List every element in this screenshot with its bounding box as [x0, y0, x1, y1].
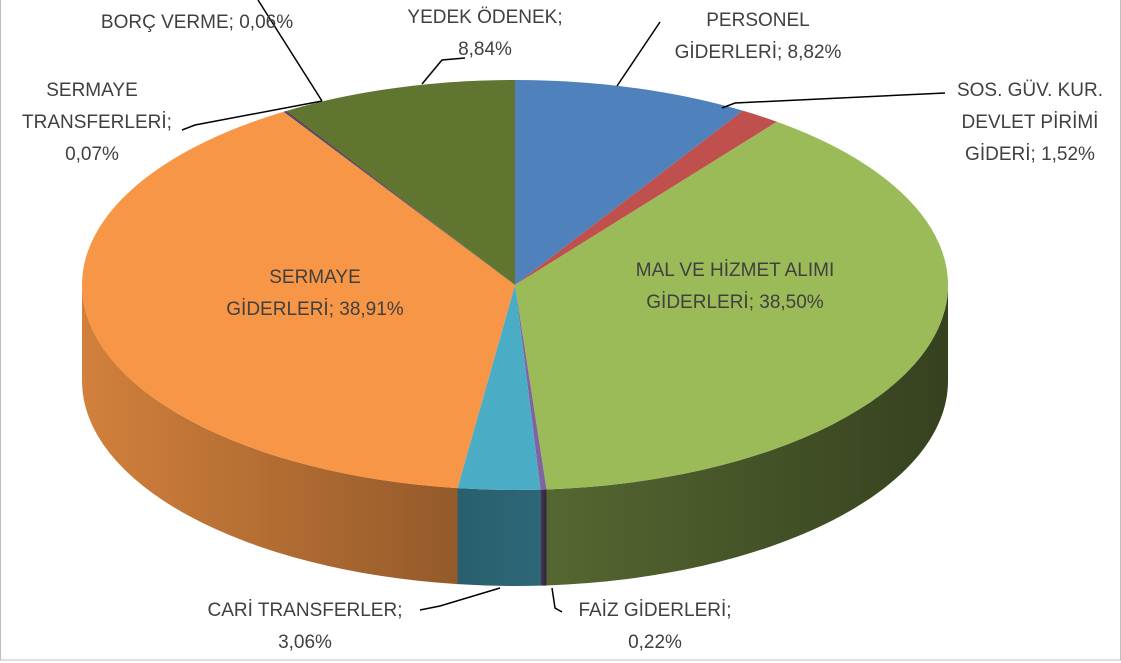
slice [515, 110, 777, 286]
slice [81, 111, 515, 489]
label-value: 0,06% [239, 12, 294, 33]
leader-line [551, 587, 563, 613]
label-category: PERSONEL GİDERLERİ [674, 10, 810, 63]
slice [515, 80, 743, 285]
label-separator: ; [726, 600, 732, 621]
leader-line [181, 100, 323, 131]
label-value: 8,84% [458, 39, 512, 60]
label-value: 1,52% [1041, 144, 1095, 165]
label-category: YEDEK ÖDENEK [407, 7, 558, 28]
data-label: SERMAYE GİDERLERİ; 38,91% [223, 262, 408, 326]
label-separator: ; [397, 600, 403, 621]
label-separator: ; [557, 7, 563, 28]
data-label: BORÇ VERME; 0,06% [67, 7, 327, 39]
label-category: SERMAYE GİDERLERİ [226, 267, 361, 320]
label-separator: ; [748, 292, 754, 313]
slice-side [546, 285, 948, 586]
label-separator: ; [328, 299, 334, 320]
leader-line [721, 92, 946, 109]
leader-line [616, 21, 661, 87]
slice-side [540, 489, 547, 586]
data-label: YEDEK ÖDENEK; 8,84% [405, 2, 565, 66]
leader-line [419, 587, 501, 611]
label-value: 0,22% [628, 632, 682, 653]
slice [286, 80, 515, 285]
label-value: 3,06% [278, 632, 332, 653]
label-category: BORÇ VERME [100, 12, 229, 33]
label-separator: ; [1030, 144, 1036, 165]
slice [457, 285, 541, 490]
label-separator: ; [776, 42, 783, 63]
data-label: FAİZ GİDERLERİ; 0,22% [570, 595, 740, 659]
data-label: SOS. GÜV. KUR. DEVLET PİRİMİ GİDERİ; 1,5… [955, 75, 1105, 171]
label-value: 38,91% [339, 299, 404, 320]
data-label: PERSONEL GİDERLERİ; 8,82% [671, 5, 846, 69]
label-category: MAL VE HİZMET ALIMI GİDERLERİ [635, 260, 835, 313]
label-separator: ; [228, 12, 234, 33]
data-label: SERMAYE TRANSFERLERİ; 0,07% [22, 75, 172, 171]
label-category: FAİZ GİDERLERİ [578, 600, 727, 621]
label-category: SOS. GÜV. KUR. DEVLET PİRİMİ GİDERİ [956, 80, 1104, 165]
slice [285, 110, 515, 285]
slice-side [82, 285, 458, 585]
data-label: MAL VE HİZMET ALIMI GİDERLERİ; 38,50% [633, 255, 838, 319]
label-category: SERMAYE TRANSFERLERİ [22, 80, 167, 133]
label-value: 8,82% [787, 42, 842, 63]
label-value: 38,50% [759, 292, 824, 313]
leader-line [421, 57, 466, 85]
label-value: 0,07% [65, 144, 119, 165]
slice [515, 285, 547, 490]
slice-side [457, 488, 541, 586]
data-label: CARİ TRANSFERLER; 3,06% [205, 595, 405, 659]
slice [283, 111, 515, 286]
leader-line [257, 0, 323, 102]
slice [515, 121, 948, 490]
label-separator: ; [166, 112, 172, 133]
label-category: CARİ TRANSFERLER [207, 600, 398, 621]
